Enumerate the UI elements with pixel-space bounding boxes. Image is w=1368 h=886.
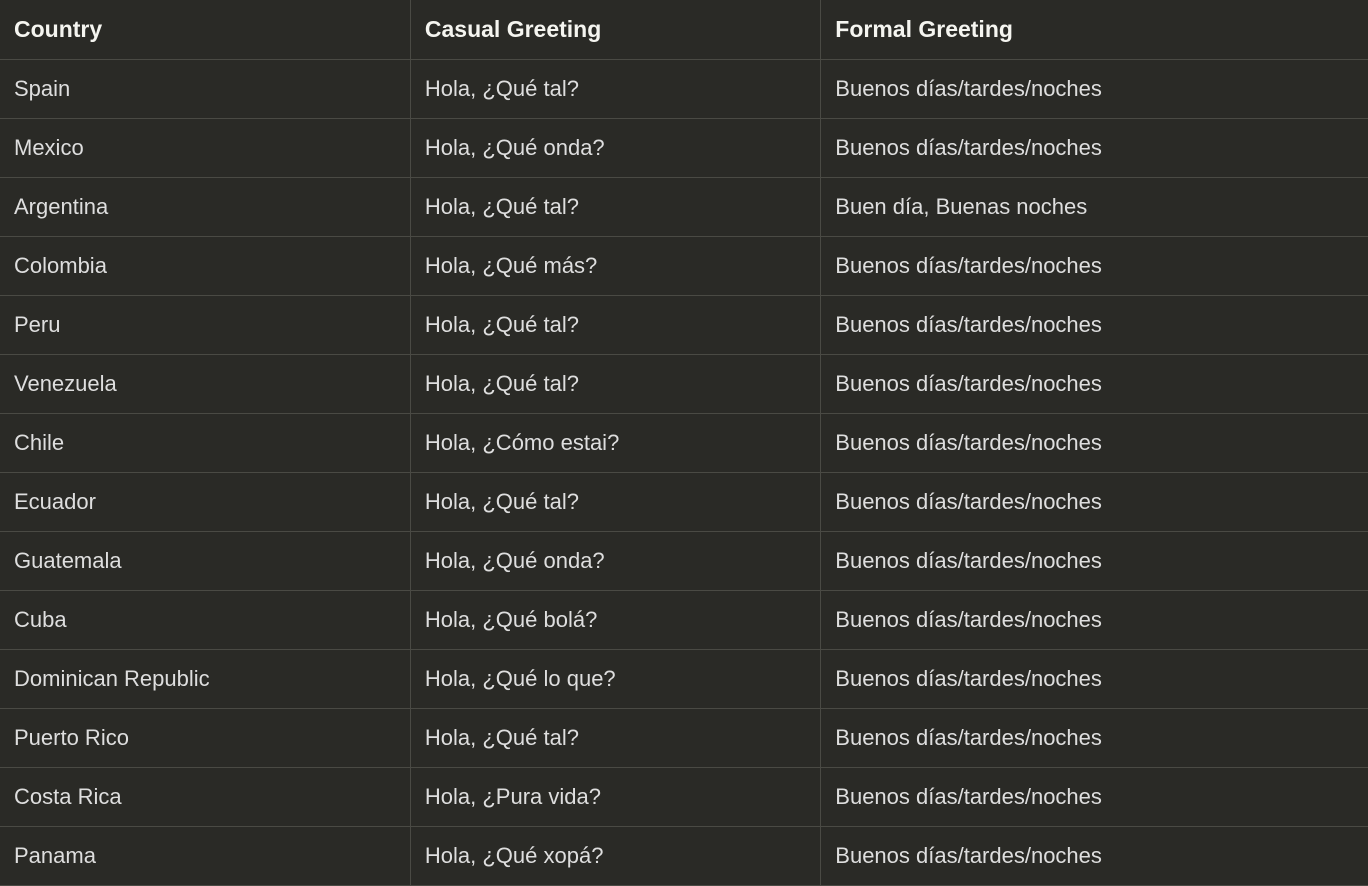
table-row: Ecuador Hola, ¿Qué tal? Buenos días/tard… bbox=[0, 473, 1368, 532]
table-row: Mexico Hola, ¿Qué onda? Buenos días/tard… bbox=[0, 119, 1368, 178]
cell-formal: Buenos días/tardes/noches bbox=[821, 414, 1368, 473]
cell-casual: Hola, ¿Pura vida? bbox=[410, 768, 820, 827]
cell-casual: Hola, ¿Qué tal? bbox=[410, 178, 820, 237]
cell-country: Chile bbox=[0, 414, 410, 473]
cell-formal: Buenos días/tardes/noches bbox=[821, 827, 1368, 886]
cell-casual: Hola, ¿Qué bolá? bbox=[410, 591, 820, 650]
cell-formal: Buenos días/tardes/noches bbox=[821, 473, 1368, 532]
cell-casual: Hola, ¿Qué xopá? bbox=[410, 827, 820, 886]
cell-casual: Hola, ¿Qué onda? bbox=[410, 119, 820, 178]
cell-country: Puerto Rico bbox=[0, 709, 410, 768]
table-row: Chile Hola, ¿Cómo estai? Buenos días/tar… bbox=[0, 414, 1368, 473]
cell-casual: Hola, ¿Qué tal? bbox=[410, 355, 820, 414]
column-header-casual: Casual Greeting bbox=[410, 0, 820, 60]
table-row: Venezuela Hola, ¿Qué tal? Buenos días/ta… bbox=[0, 355, 1368, 414]
cell-country: Spain bbox=[0, 60, 410, 119]
cell-country: Costa Rica bbox=[0, 768, 410, 827]
cell-formal: Buenos días/tardes/noches bbox=[821, 532, 1368, 591]
table-row: Spain Hola, ¿Qué tal? Buenos días/tardes… bbox=[0, 60, 1368, 119]
cell-country: Argentina bbox=[0, 178, 410, 237]
cell-country: Panama bbox=[0, 827, 410, 886]
cell-formal: Buenos días/tardes/noches bbox=[821, 355, 1368, 414]
cell-formal: Buenos días/tardes/noches bbox=[821, 591, 1368, 650]
cell-casual: Hola, ¿Qué lo que? bbox=[410, 650, 820, 709]
cell-casual: Hola, ¿Qué onda? bbox=[410, 532, 820, 591]
cell-casual: Hola, ¿Qué tal? bbox=[410, 296, 820, 355]
cell-casual: Hola, ¿Cómo estai? bbox=[410, 414, 820, 473]
cell-country: Ecuador bbox=[0, 473, 410, 532]
column-header-formal: Formal Greeting bbox=[821, 0, 1368, 60]
cell-country: Guatemala bbox=[0, 532, 410, 591]
cell-casual: Hola, ¿Qué tal? bbox=[410, 60, 820, 119]
table-row: Guatemala Hola, ¿Qué onda? Buenos días/t… bbox=[0, 532, 1368, 591]
cell-formal: Buenos días/tardes/noches bbox=[821, 709, 1368, 768]
column-header-country: Country bbox=[0, 0, 410, 60]
table-body: Spain Hola, ¿Qué tal? Buenos días/tardes… bbox=[0, 60, 1368, 886]
table-row: Colombia Hola, ¿Qué más? Buenos días/tar… bbox=[0, 237, 1368, 296]
cell-formal: Buen día, Buenas noches bbox=[821, 178, 1368, 237]
cell-formal: Buenos días/tardes/noches bbox=[821, 60, 1368, 119]
table-row: Peru Hola, ¿Qué tal? Buenos días/tardes/… bbox=[0, 296, 1368, 355]
cell-country: Venezuela bbox=[0, 355, 410, 414]
cell-formal: Buenos días/tardes/noches bbox=[821, 768, 1368, 827]
cell-country: Cuba bbox=[0, 591, 410, 650]
cell-country: Dominican Republic bbox=[0, 650, 410, 709]
table-row: Cuba Hola, ¿Qué bolá? Buenos días/tardes… bbox=[0, 591, 1368, 650]
table-header-row: Country Casual Greeting Formal Greeting bbox=[0, 0, 1368, 60]
cell-formal: Buenos días/tardes/noches bbox=[821, 119, 1368, 178]
cell-formal: Buenos días/tardes/noches bbox=[821, 296, 1368, 355]
cell-country: Peru bbox=[0, 296, 410, 355]
table-row: Panama Hola, ¿Qué xopá? Buenos días/tard… bbox=[0, 827, 1368, 886]
table-row: Dominican Republic Hola, ¿Qué lo que? Bu… bbox=[0, 650, 1368, 709]
cell-country: Mexico bbox=[0, 119, 410, 178]
cell-casual: Hola, ¿Qué tal? bbox=[410, 709, 820, 768]
table-row: Costa Rica Hola, ¿Pura vida? Buenos días… bbox=[0, 768, 1368, 827]
table-row: Puerto Rico Hola, ¿Qué tal? Buenos días/… bbox=[0, 709, 1368, 768]
cell-formal: Buenos días/tardes/noches bbox=[821, 650, 1368, 709]
table-row: Argentina Hola, ¿Qué tal? Buen día, Buen… bbox=[0, 178, 1368, 237]
greetings-table: Country Casual Greeting Formal Greeting … bbox=[0, 0, 1368, 886]
cell-casual: Hola, ¿Qué más? bbox=[410, 237, 820, 296]
cell-country: Colombia bbox=[0, 237, 410, 296]
cell-casual: Hola, ¿Qué tal? bbox=[410, 473, 820, 532]
cell-formal: Buenos días/tardes/noches bbox=[821, 237, 1368, 296]
